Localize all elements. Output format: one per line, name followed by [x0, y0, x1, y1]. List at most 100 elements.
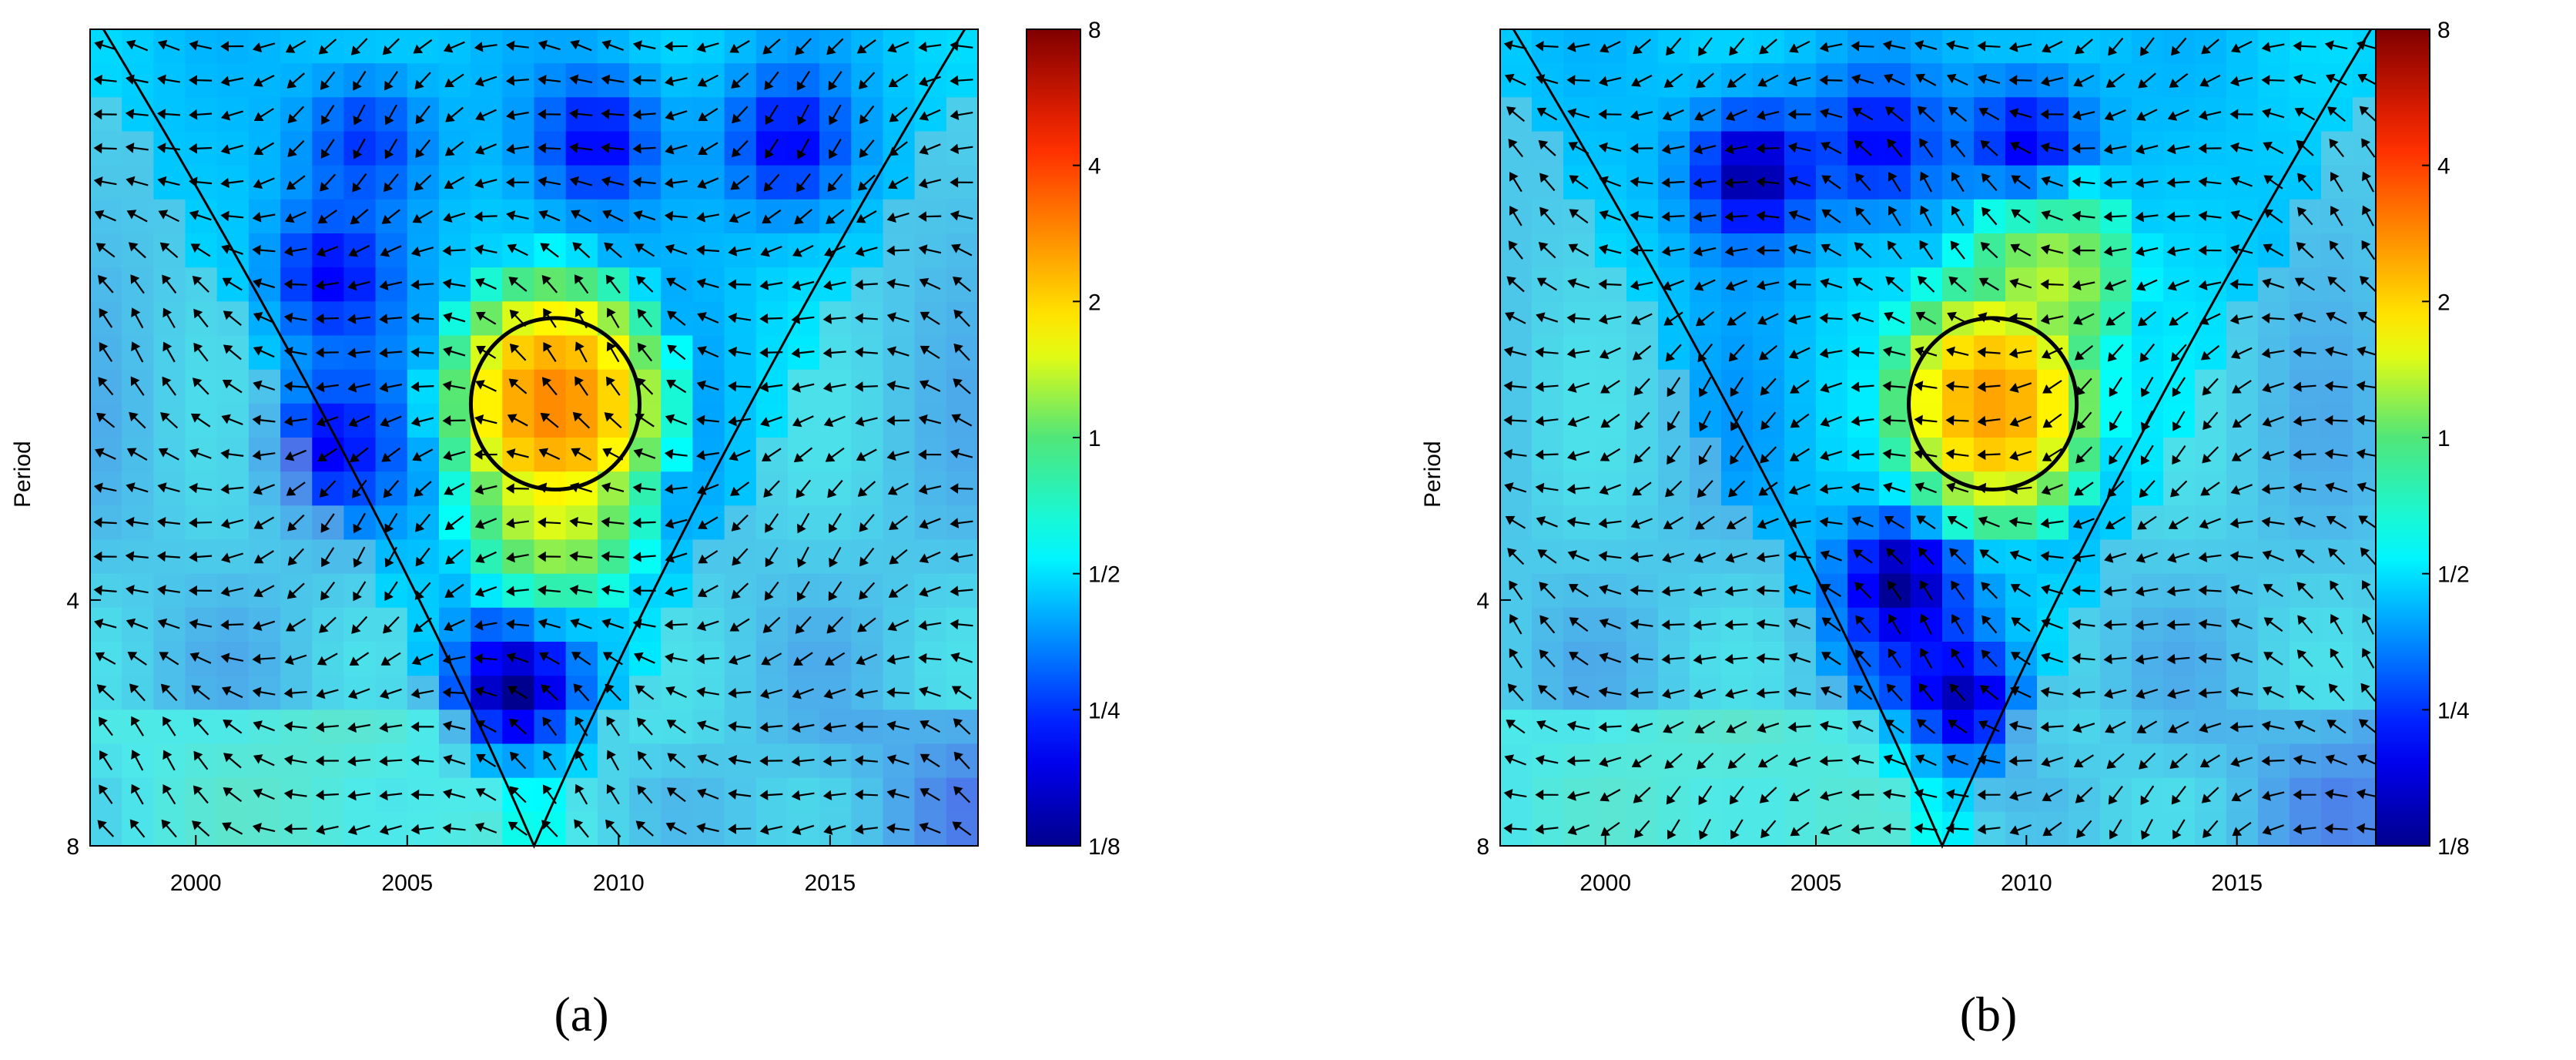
phase-arrow [918, 244, 942, 255]
phase-arrow [506, 448, 529, 459]
phase-arrow-head [286, 486, 296, 496]
phase-arrow-head [315, 313, 324, 324]
phase-arrow [252, 822, 276, 834]
phase-arrow-head [728, 721, 737, 732]
phase-arrow [606, 341, 620, 363]
phase-arrow-head [252, 212, 262, 223]
phase-arrow-head [569, 74, 579, 85]
phase-arrow-head [919, 587, 929, 597]
phase-arrow-head [760, 247, 770, 257]
phase-arrow-head [637, 308, 647, 319]
phase-arrow [158, 210, 179, 223]
phase-arrow [951, 414, 973, 427]
phase-arrow-head [920, 311, 930, 321]
phase-arrow [94, 618, 117, 629]
phase-arrow [220, 586, 244, 597]
phase-arrow-head [829, 557, 839, 568]
phase-arrow [666, 277, 687, 291]
phase-arrow-head [637, 750, 647, 761]
phase-arrow [414, 174, 432, 191]
phase-arrow [696, 720, 719, 732]
phase-arrow-head [632, 75, 641, 86]
phase-arrow [759, 722, 783, 733]
phase-arrow-head [759, 381, 769, 393]
phase-arrow-head [696, 720, 707, 731]
phase-arrow-head [919, 111, 930, 121]
phase-arrow [253, 42, 276, 53]
phase-arrow [93, 143, 117, 154]
phase-arrow [572, 411, 591, 429]
phase-arrow [347, 347, 371, 358]
phase-arrow [381, 209, 400, 224]
phase-arrow-head [791, 790, 801, 801]
phase-arrow [822, 722, 846, 733]
phase-arrow-head [410, 279, 420, 290]
phase-arrow-head [543, 750, 553, 760]
phase-arrow-head [475, 380, 485, 390]
phase-arrow-head [793, 453, 804, 463]
phase-arrow-head [444, 78, 455, 88]
phase-arrow [283, 246, 307, 257]
phase-arrow-head [99, 784, 109, 795]
phase-arrow-head [632, 585, 641, 596]
phase-arrow [442, 720, 466, 731]
phase-arrow [162, 376, 176, 396]
phase-arrow [379, 824, 402, 835]
phase-arrow [474, 143, 497, 155]
phase-arrow [193, 308, 209, 328]
phase-arrow-head [886, 720, 896, 731]
phase-arrow [604, 412, 622, 429]
phase-arrow-head [574, 783, 585, 794]
phase-arrow-head [538, 517, 547, 528]
phase-arrow [474, 414, 497, 425]
phase-arrow [697, 788, 719, 800]
phase-arrow [571, 652, 591, 666]
phase-arrow [859, 105, 875, 125]
phase-arrow [888, 583, 909, 598]
phase-arrow-head [444, 485, 454, 495]
phase-arrow-head [636, 276, 646, 286]
phase-arrow-head [827, 488, 837, 498]
phase-arrow [192, 275, 209, 293]
significance-contour [468, 316, 641, 491]
phase-arrow [320, 139, 335, 159]
phase-arrow-head [157, 482, 167, 493]
phase-arrow [822, 790, 846, 801]
phase-arrow-head [350, 45, 361, 55]
phase-arrow [384, 173, 399, 193]
phase-arrow-head [601, 482, 611, 493]
phase-arrow [352, 479, 367, 498]
phase-arrow-head [410, 416, 420, 427]
phase-arrow-head [506, 552, 515, 563]
phase-arrow [347, 688, 370, 699]
phase-arrow-head [415, 114, 425, 125]
phase-arrow-head [93, 143, 102, 154]
phase-arrow [606, 784, 620, 805]
phase-arrow [854, 381, 878, 392]
phase-arrow-head [320, 590, 330, 601]
phase-arrow-head [253, 788, 263, 799]
phase-arrow-head [573, 683, 583, 693]
phase-arrow [886, 823, 910, 834]
phase-arrow-head [796, 488, 806, 498]
phase-arrow [637, 750, 652, 770]
phase-arrow [730, 175, 749, 190]
phase-arrow-head [284, 655, 294, 666]
phase-arrow [253, 585, 275, 598]
phase-arrow [410, 381, 434, 392]
phase-arrow [190, 243, 211, 257]
phase-arrow [380, 245, 402, 257]
phase-arrow-head [538, 40, 548, 51]
phase-arrow [193, 750, 209, 770]
phase-arrow-head [476, 753, 486, 763]
phase-arrow-head [414, 487, 424, 497]
phase-arrow [379, 722, 403, 733]
phase-arrow-head [792, 247, 802, 257]
phase-arrow-head [761, 452, 772, 461]
phase-arrow-head [797, 116, 807, 126]
phase-arrow [99, 784, 113, 804]
phase-arrow [918, 41, 942, 52]
phase-arrow-head [824, 247, 834, 257]
phase-arrow [162, 750, 176, 771]
